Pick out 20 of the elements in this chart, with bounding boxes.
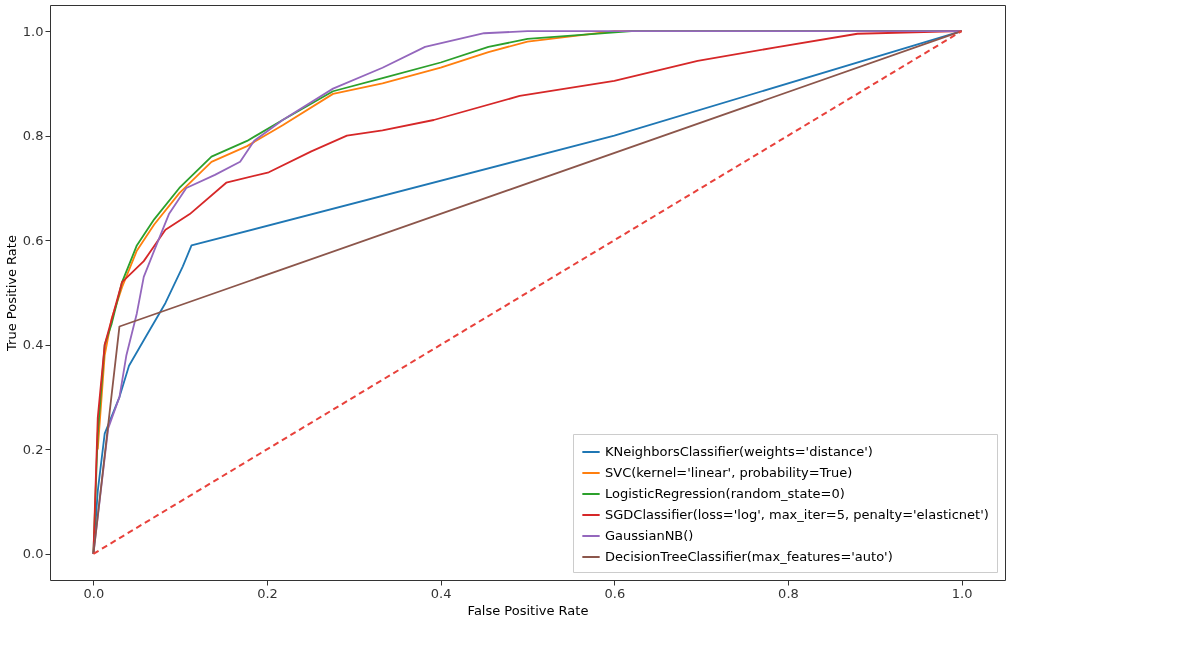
legend-label: SGDClassifier(loss='log', max_iter=5, penalty='elasticnet') xyxy=(605,507,989,522)
y-tick-label: 0.6 xyxy=(22,232,44,248)
y-axis-title: True Positive Rate xyxy=(3,235,19,352)
x-tick-label: 0.0 xyxy=(83,585,105,601)
legend-label: GaussianNB() xyxy=(605,528,694,543)
legend-label: SVC(kernel='linear', probability=True) xyxy=(605,465,853,480)
legend-label: KNeighborsClassifier(weights='distance') xyxy=(605,444,873,459)
x-tick-label: 1.0 xyxy=(951,585,973,601)
x-tick-label: 0.2 xyxy=(257,585,278,601)
y-tick-label: 0.2 xyxy=(22,441,44,457)
x-tick-label: 0.8 xyxy=(778,585,799,601)
y-tick-label: 0.4 xyxy=(22,337,44,353)
legend-label: LogisticRegression(random_state=0) xyxy=(605,486,845,501)
legend-label: DecisionTreeClassifier(max_features='auto') xyxy=(605,549,893,564)
y-tick-label: 1.0 xyxy=(22,23,44,39)
x-tick-label: 0.4 xyxy=(430,585,452,601)
y-tick-label: 0.0 xyxy=(22,546,44,562)
x-tick-label: 0.6 xyxy=(604,585,626,601)
x-axis-title: False Positive Rate xyxy=(467,602,589,618)
y-tick-label: 0.8 xyxy=(22,128,44,144)
